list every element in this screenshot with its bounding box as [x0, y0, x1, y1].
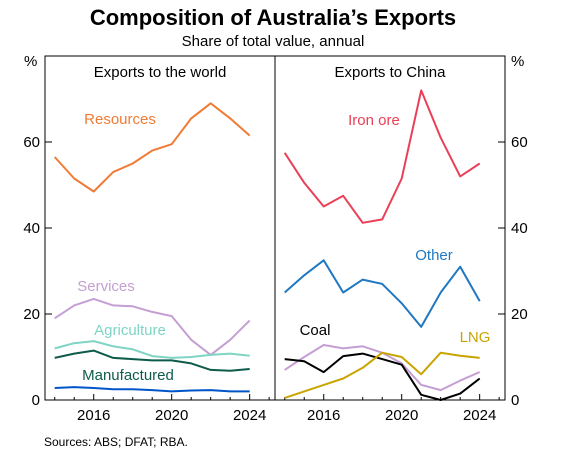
chart-subtitle: Share of total value, annual — [182, 33, 365, 50]
panel-title: Exports to China — [335, 64, 447, 81]
series-line-iron-ore — [283, 89, 481, 224]
y-tick-label-right: 20 — [511, 306, 528, 323]
y-tick-label-right: 60 — [511, 134, 528, 151]
series-line-manufactured — [54, 349, 250, 372]
series-label-other: Other — [415, 247, 453, 264]
x-tick-label: 2024 — [233, 407, 266, 424]
panel-title: Exports to the world — [94, 64, 227, 81]
x-tick-label: 2016 — [307, 407, 340, 424]
y-tick-label-right: 40 — [511, 220, 528, 237]
y-unit-left: % — [24, 53, 37, 70]
series-label-iron-ore: Iron ore — [348, 112, 400, 129]
series-line-resources — [53, 102, 251, 193]
source-note: Sources: ABS; DFAT; RBA. — [44, 435, 188, 449]
series-line-agriculture — [54, 340, 250, 359]
series-line-services — [54, 297, 251, 356]
y-unit-right: % — [511, 53, 524, 70]
y-tick-label-left: 40 — [23, 220, 40, 237]
x-tick-label: 2020 — [155, 407, 188, 424]
x-tick-label: 2020 — [385, 407, 418, 424]
series-label-coal: Coal — [300, 322, 331, 339]
y-tick-label-left: 20 — [23, 306, 40, 323]
x-tick-label: 2016 — [77, 407, 110, 424]
series-label-resources: Resources — [84, 111, 156, 128]
series-line-coal — [284, 352, 481, 401]
series-line-other — [284, 259, 481, 328]
chart-title: Composition of Australia’s Exports — [90, 5, 456, 30]
series-label-services: Services — [77, 278, 135, 295]
x-tick-label: 2024 — [463, 407, 496, 424]
series-label-manufactured: Manufactured — [82, 367, 174, 384]
series-line — [54, 386, 250, 393]
y-tick-label-right: 0 — [511, 392, 519, 409]
y-tick-label-left: 60 — [23, 134, 40, 151]
series-label-lng: LNG — [460, 329, 491, 346]
series-label-agriculture: Agriculture — [94, 322, 166, 339]
series-line-lng — [284, 351, 480, 399]
y-tick-label-left: 0 — [32, 392, 40, 409]
